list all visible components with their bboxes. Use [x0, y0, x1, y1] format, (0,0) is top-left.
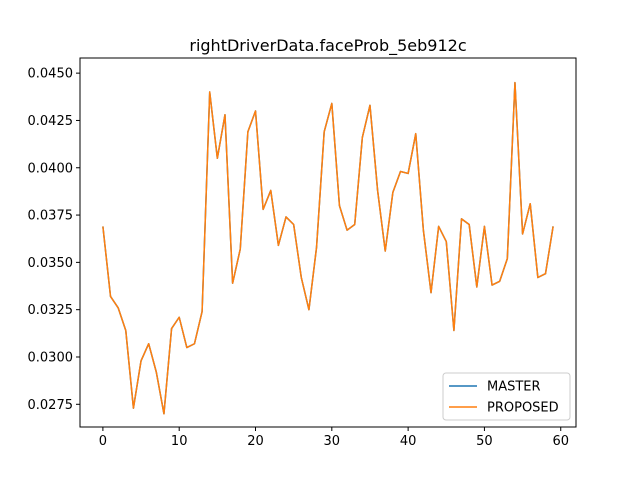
y-tick-label: 0.0450 — [28, 67, 74, 82]
x-tick-label: 0 — [99, 434, 107, 449]
x-tick-label: 30 — [324, 434, 341, 449]
series-line-master — [102, 81, 554, 415]
legend-label: MASTER — [487, 380, 541, 395]
series-line-proposed — [102, 81, 554, 415]
x-tick-label: 40 — [400, 434, 417, 449]
y-tick-label: 0.0300 — [28, 350, 74, 365]
plot-frame — [79, 57, 577, 428]
x-tick-label: 60 — [552, 434, 569, 449]
legend-box — [442, 372, 571, 421]
plot-area — [102, 81, 554, 415]
x-tick-label: 50 — [476, 434, 493, 449]
chart-title: rightDriverData.faceProb_5eb912c — [189, 36, 466, 56]
y-tick-label: 0.0275 — [28, 398, 74, 413]
y-tick-label: 0.0350 — [28, 256, 74, 271]
legend: MASTER PROPOSED — [442, 372, 571, 421]
y-tick-label: 0.0400 — [28, 161, 74, 176]
y-tick-label: 0.0375 — [28, 209, 74, 224]
y-axis: 0.0275 0.0300 0.0325 0.0350 0.0375 0.0400 0.04… — [28, 67, 80, 413]
legend-label: PROPOSED — [487, 401, 559, 416]
x-tick-label: 10 — [171, 434, 188, 449]
x-axis: 0 10 20 30 40 50 60 — [99, 427, 569, 449]
y-tick-label: 0.0325 — [28, 303, 74, 318]
y-tick-label: 0.0425 — [28, 114, 74, 129]
x-tick-label: 20 — [247, 434, 264, 449]
